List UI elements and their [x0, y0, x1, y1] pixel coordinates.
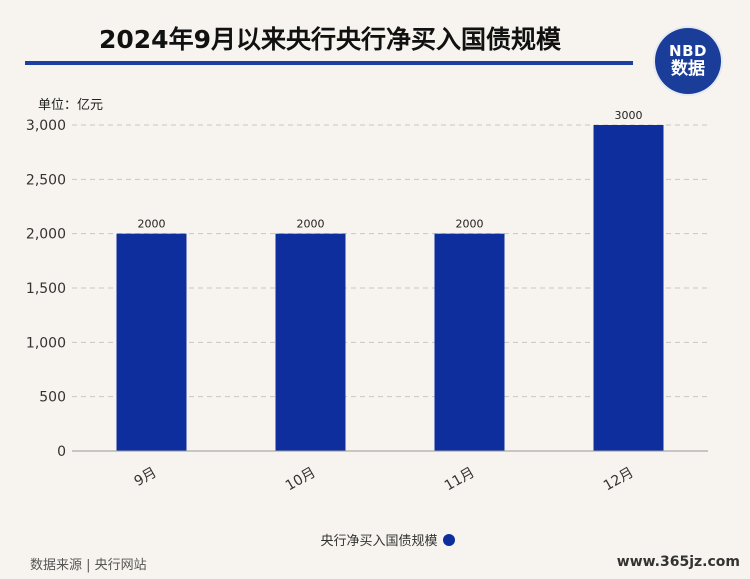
title-rule [25, 61, 633, 65]
bar [593, 125, 664, 451]
y-tick-label: 2,000 [26, 227, 66, 243]
x-tick-label: 12月 [601, 465, 637, 495]
nbd-logo: NBD 数据 [655, 28, 721, 94]
y-tick-label: 500 [39, 390, 66, 406]
x-tick-label: 10月 [283, 465, 319, 495]
data-label: 3000 [615, 109, 643, 122]
x-axis-labels: 9月 10月 11月 12月 [132, 465, 637, 495]
data-label: 2000 [456, 218, 484, 231]
source-note: 数据来源 | 央行网站 [30, 558, 147, 573]
y-tick-label: 2,500 [26, 172, 66, 188]
y-tick-label: 1,500 [26, 281, 66, 297]
y-tick-label: 0 [57, 444, 66, 460]
bar [116, 233, 187, 451]
y-tick-label: 3,000 [26, 118, 66, 134]
grid-lines [72, 124, 708, 398]
logo-bottom-text: 数据 [671, 59, 705, 79]
legend-swatch [442, 534, 455, 546]
bar [275, 233, 346, 451]
bar [434, 233, 505, 451]
x-tick-label: 9月 [132, 465, 160, 490]
y-tick-label: 1,000 [26, 335, 66, 351]
logo-top-text: NBD [669, 42, 707, 60]
y-axis-ticks: 0 500 1,000 1,500 2,000 2,500 3,000 [26, 118, 66, 460]
bars: 2000 2000 2000 3000 [116, 109, 664, 451]
legend-label: 央行净买入国债规模 [320, 534, 438, 549]
x-tick-label: 11月 [442, 465, 478, 495]
unit-label: 单位：亿元 [38, 98, 104, 113]
chart-title: 2024年9月以来央行央行净买入国债规模 [99, 25, 561, 54]
site-watermark: www.365jz.com [616, 554, 740, 570]
legend: 央行净买入国债规模 [0, 530, 750, 549]
data-label: 2000 [297, 218, 325, 231]
data-label: 2000 [138, 218, 166, 231]
